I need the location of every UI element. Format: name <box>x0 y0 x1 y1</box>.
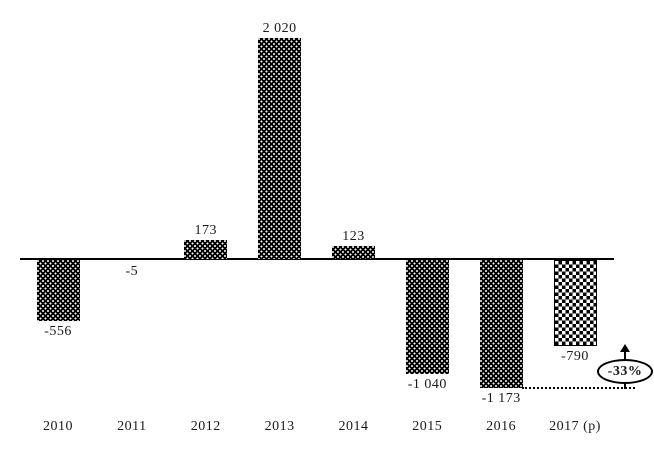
x-tick-label: 2010 <box>43 419 73 434</box>
x-tick-label: 2015 <box>412 419 443 434</box>
bar-2015 <box>405 260 449 374</box>
bar-2013 <box>258 38 302 259</box>
x-axis-line <box>20 258 614 260</box>
bar-value-label: 173 <box>194 223 217 239</box>
annotation-ellipse: -33% <box>597 359 653 384</box>
annotation-tick-line <box>624 380 626 389</box>
bar-2012 <box>184 240 228 259</box>
bar-value-label: -790 <box>561 349 589 365</box>
x-tick-label: 2016 <box>486 419 517 434</box>
bar-value-label: 123 <box>342 228 365 244</box>
up-arrow-stem <box>624 351 626 361</box>
bar-value-label: -5 <box>125 263 139 279</box>
x-tick-label: 2017 (p) <box>549 419 601 434</box>
bar-value-label: -556 <box>44 323 72 339</box>
bar-value-label: -1 040 <box>407 376 447 392</box>
x-tick-label: 2011 <box>117 419 147 434</box>
x-tick-label: 2014 <box>338 419 369 434</box>
bar-value-label: -1 173 <box>481 391 521 407</box>
bar-2016 <box>479 260 523 389</box>
bar-value-label: 2 020 <box>262 21 297 36</box>
bar-2010 <box>36 260 80 321</box>
annotation-connector-line <box>522 387 635 389</box>
x-tick-label: 2013 <box>264 419 295 434</box>
up-arrow-icon <box>620 344 630 352</box>
bar-2014 <box>331 245 375 259</box>
bar-2017-p- <box>553 260 597 347</box>
x-tick-label: 2012 <box>190 419 221 434</box>
